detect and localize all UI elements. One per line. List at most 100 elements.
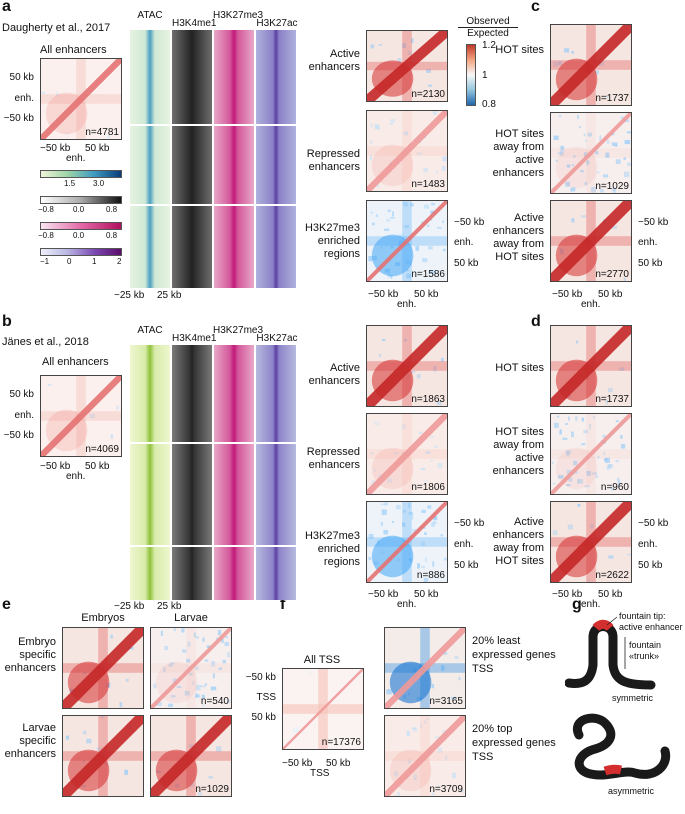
heatmap-noise <box>389 123 394 125</box>
heatmap-noise <box>412 728 418 732</box>
heatmap-noise <box>430 435 434 439</box>
heatmap-noise <box>443 652 448 655</box>
heatmap-noise <box>566 484 571 486</box>
track-group-separator <box>130 442 170 444</box>
heatmap-noise <box>557 152 562 155</box>
heatmap-noise <box>442 220 444 223</box>
heatmap-noise <box>212 673 215 679</box>
heatmap-noise <box>603 174 609 178</box>
pileup-larvae-larvae: n=1029 <box>150 715 232 797</box>
group-label: HOT sites away from active enhancers <box>492 128 544 179</box>
colorbar-tick: 0 <box>67 257 72 266</box>
heatmap-noise <box>170 695 176 698</box>
colorbar-tick: 0.0 <box>73 231 85 240</box>
heatmap-noise <box>202 637 205 642</box>
legend-title-bottom: Expected <box>467 28 509 39</box>
colorbar-tick: 0.8 <box>106 231 118 240</box>
heatmap-noise <box>620 116 625 120</box>
ytick-label: 50 kb <box>251 712 276 723</box>
heatmap-noise <box>392 520 395 524</box>
row-label: 20% least expressed genes TSS <box>472 635 556 675</box>
heatmap-noise <box>204 659 209 662</box>
heatmap-noise <box>571 187 576 192</box>
heatmap-diagonal <box>367 31 447 101</box>
heatmap-noise <box>611 486 614 491</box>
tip-callout-line <box>606 616 618 626</box>
heatmap-noise <box>577 504 581 507</box>
heatmap-noise <box>597 171 600 174</box>
ytick-label: enh. <box>454 237 474 248</box>
track-h3k4me1 <box>172 30 212 288</box>
group-label: H3K27me3 enriched regions <box>304 222 360 260</box>
heatmap-noise <box>110 434 114 439</box>
heatmap-noise <box>207 645 210 648</box>
heatmap-noise <box>608 555 614 559</box>
heatmap-noise <box>591 187 597 193</box>
heatmap-noise <box>160 630 163 636</box>
heatmap-diagonal <box>367 111 447 191</box>
heatmap-noise <box>55 92 59 98</box>
heatmap-noise <box>424 720 427 724</box>
colorbar-tick: 2 <box>117 257 122 266</box>
heatmap-diagonal <box>63 628 143 708</box>
xtick-label: −50 kb <box>282 758 313 769</box>
heatmap-noise <box>566 451 571 455</box>
heatmap-noise <box>557 475 564 479</box>
ytick-label: enh. <box>454 539 474 550</box>
heatmap-noise <box>558 114 562 118</box>
heatmap-diagonal <box>41 59 121 139</box>
xaxis-label: enh. <box>581 299 601 310</box>
heatmap-noise <box>370 140 373 144</box>
panel-letter-f: f <box>280 596 286 613</box>
heatmap-noise <box>426 69 431 73</box>
heatmap-noise <box>450 696 457 700</box>
heatmap-noise <box>372 480 375 483</box>
heatmap-noise <box>595 70 599 75</box>
colorbar-h3k4me1 <box>40 196 122 204</box>
heatmap-noise <box>606 140 610 144</box>
heatmap-diagonal <box>551 326 631 406</box>
colorbar-tick: 0.0 <box>73 205 85 214</box>
colorbar-tick: −1 <box>40 257 50 266</box>
fountain-tip-label: fountain tip: active enhancer <box>619 611 683 632</box>
colorbar-tick: 1 <box>92 257 97 266</box>
heatmap-diagonal <box>551 113 631 193</box>
heatmap-noise <box>421 566 425 568</box>
count-label: n=3165 <box>429 696 463 707</box>
heatmap-noise <box>577 478 583 484</box>
asymmetric-chromatin-fiber <box>572 713 671 780</box>
pileup-larvae-embryos <box>62 715 144 797</box>
heatmap-diagonal <box>283 669 363 749</box>
colorbar-tick: 3.0 <box>93 179 105 188</box>
colorbar-h3k27me3 <box>40 222 122 230</box>
heatmap-noise <box>206 645 210 648</box>
group-label: Active enhancers <box>308 362 360 387</box>
heatmap-noise <box>432 561 435 567</box>
heatmap-noise <box>458 676 461 681</box>
pileup-embryo-larvae: n=540 <box>150 627 232 709</box>
heatmap-noise <box>425 557 427 563</box>
row-label: 20% top expressed genes TSS <box>472 723 556 763</box>
heatmap-noise <box>566 164 571 168</box>
heatmap-noise <box>374 421 380 426</box>
pileup-hot-away-d: n=960 <box>550 413 632 495</box>
heatmap-noise <box>452 772 456 779</box>
heatmap-noise <box>403 131 409 136</box>
heatmap-noise <box>423 577 429 582</box>
heatmap-noise <box>411 514 414 520</box>
row-label: Embryo specific enhancers <box>4 636 56 674</box>
heatmap-noise <box>420 468 426 471</box>
heatmap-noise <box>565 423 568 425</box>
ytick-label: −50 kb <box>638 217 669 228</box>
fountain-trunk-label: fountain «trunk» <box>629 640 662 661</box>
heatmap-noise <box>170 662 175 665</box>
heatmap-noise <box>381 338 386 342</box>
count-label: n=3709 <box>429 784 463 795</box>
heatmap-noise <box>437 747 443 753</box>
heatmap-noise <box>595 475 599 478</box>
group-label: Active enhancers away from HOT sites <box>492 212 544 263</box>
track-group-separator <box>130 124 170 126</box>
track-h3k27me3 <box>214 345 254 600</box>
xtick-label: 50 kb <box>85 461 110 472</box>
heatmap-noise <box>418 431 423 434</box>
